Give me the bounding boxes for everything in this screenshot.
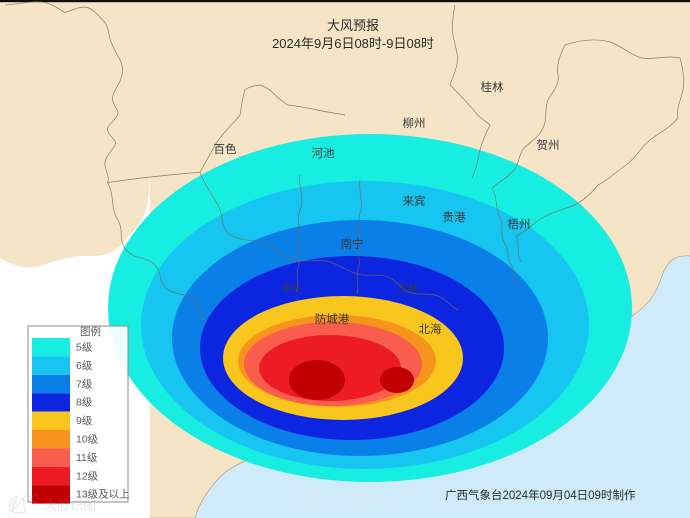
svg-text:12级: 12级 [76, 470, 99, 482]
svg-text:9级: 9级 [76, 415, 93, 427]
svg-text:10级: 10级 [76, 434, 99, 446]
svg-text:@广西气象: @广西气象 [328, 490, 388, 505]
svg-text:桂林: 桂林 [481, 80, 504, 94]
svg-text:广西气象台2024年09月04日09时制作: 广西气象台2024年09月04日09时制作 [445, 488, 636, 502]
svg-text:5级: 5级 [76, 342, 93, 354]
svg-text:北海: 北海 [419, 322, 442, 336]
svg-text:图例: 图例 [80, 325, 101, 338]
svg-text:防城港: 防城港 [315, 312, 350, 326]
svg-text:7级: 7级 [76, 378, 93, 390]
svg-text:2024年9月6日08时-9日08时: 2024年9月6日08时-9日08时 [272, 36, 434, 51]
svg-text:梧州: 梧州 [508, 217, 531, 231]
svg-text:6级: 6级 [76, 360, 93, 372]
svg-text:河池: 河池 [312, 147, 335, 160]
svg-text:柳州: 柳州 [403, 116, 426, 130]
svg-text:11级: 11级 [76, 452, 98, 464]
svg-text:百色: 百色 [214, 142, 237, 156]
svg-text:南宁: 南宁 [341, 237, 364, 251]
svg-text:大脸识图: 大脸识图 [44, 498, 96, 513]
svg-text:玉林: 玉林 [398, 282, 418, 295]
svg-text:大风预报: 大风预报 [327, 18, 379, 33]
svg-text:贺州: 贺州 [537, 139, 560, 152]
svg-text:来宾: 来宾 [403, 194, 426, 208]
svg-text:崇左: 崇左 [282, 282, 302, 295]
svg-text:贵港: 贵港 [443, 211, 466, 224]
svg-text:8级: 8级 [76, 397, 93, 409]
